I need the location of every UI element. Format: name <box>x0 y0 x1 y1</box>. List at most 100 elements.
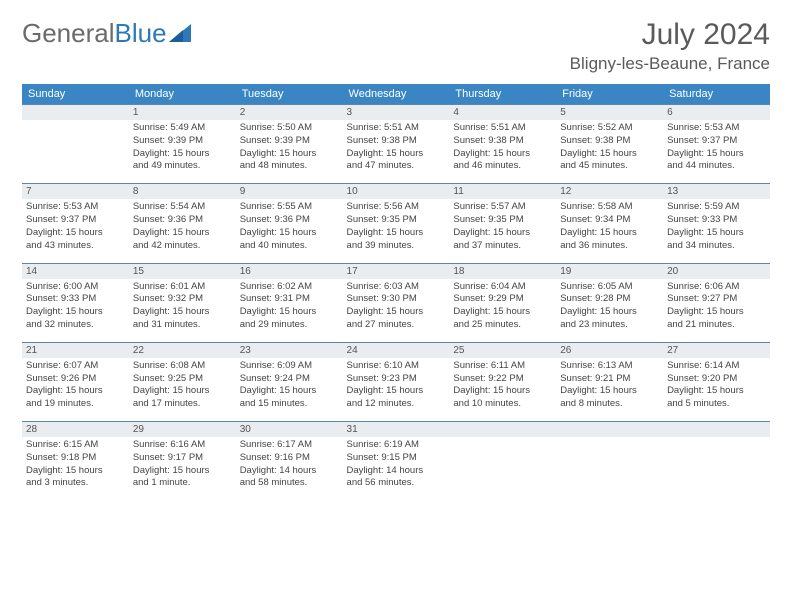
day-header: Monday <box>129 84 236 104</box>
detail-day1: Daylight: 15 hours <box>133 306 232 319</box>
day-cell: Sunrise: 6:05 AMSunset: 9:28 PMDaylight:… <box>556 279 663 342</box>
detail-sunset: Sunset: 9:31 PM <box>240 293 339 306</box>
detail-sunrise: Sunrise: 6:02 AM <box>240 281 339 294</box>
day-cell: Sunrise: 6:01 AMSunset: 9:32 PMDaylight:… <box>129 279 236 342</box>
detail-day2: and 36 minutes. <box>560 240 659 253</box>
detail-day1: Daylight: 15 hours <box>347 148 446 161</box>
detail-day2: and 40 minutes. <box>240 240 339 253</box>
detail-day2: and 32 minutes. <box>26 319 125 332</box>
detail-day2: and 43 minutes. <box>26 240 125 253</box>
detail-day1: Daylight: 15 hours <box>133 227 232 240</box>
detail-day1: Daylight: 15 hours <box>347 306 446 319</box>
day-number: 30 <box>236 421 343 437</box>
detail-sunset: Sunset: 9:24 PM <box>240 373 339 386</box>
detail-day1: Daylight: 15 hours <box>667 227 766 240</box>
day-number: 28 <box>22 421 129 437</box>
day-cell: Sunrise: 6:15 AMSunset: 9:18 PMDaylight:… <box>22 437 129 500</box>
day-cell: Sunrise: 5:51 AMSunset: 9:38 PMDaylight:… <box>343 120 450 183</box>
detail-day2: and 34 minutes. <box>667 240 766 253</box>
detail-day2: and 56 minutes. <box>347 477 446 490</box>
detail-day1: Daylight: 15 hours <box>133 465 232 478</box>
day-cell: Sunrise: 6:10 AMSunset: 9:23 PMDaylight:… <box>343 358 450 421</box>
detail-day1: Daylight: 15 hours <box>26 385 125 398</box>
detail-sunset: Sunset: 9:26 PM <box>26 373 125 386</box>
detail-sunset: Sunset: 9:20 PM <box>667 373 766 386</box>
detail-sunrise: Sunrise: 6:10 AM <box>347 360 446 373</box>
detail-sunset: Sunset: 9:21 PM <box>560 373 659 386</box>
detail-sunrise: Sunrise: 6:06 AM <box>667 281 766 294</box>
day-cell: Sunrise: 5:54 AMSunset: 9:36 PMDaylight:… <box>129 199 236 262</box>
detail-day2: and 44 minutes. <box>667 160 766 173</box>
day-cell: Sunrise: 6:03 AMSunset: 9:30 PMDaylight:… <box>343 279 450 342</box>
detail-day2: and 27 minutes. <box>347 319 446 332</box>
detail-day1: Daylight: 15 hours <box>453 227 552 240</box>
detail-day2: and 29 minutes. <box>240 319 339 332</box>
day-number-row: 78910111213 <box>22 183 770 199</box>
day-number: 18 <box>449 263 556 279</box>
detail-sunset: Sunset: 9:37 PM <box>667 135 766 148</box>
month-title: July 2024 <box>570 18 770 52</box>
detail-sunset: Sunset: 9:18 PM <box>26 452 125 465</box>
day-cell: Sunrise: 6:00 AMSunset: 9:33 PMDaylight:… <box>22 279 129 342</box>
day-cell: Sunrise: 5:59 AMSunset: 9:33 PMDaylight:… <box>663 199 770 262</box>
day-header: Saturday <box>663 84 770 104</box>
detail-day2: and 49 minutes. <box>133 160 232 173</box>
detail-sunrise: Sunrise: 5:51 AM <box>453 122 552 135</box>
detail-sunset: Sunset: 9:32 PM <box>133 293 232 306</box>
detail-sunset: Sunset: 9:34 PM <box>560 214 659 227</box>
day-cell: Sunrise: 5:52 AMSunset: 9:38 PMDaylight:… <box>556 120 663 183</box>
detail-sunset: Sunset: 9:30 PM <box>347 293 446 306</box>
day-cell: Sunrise: 5:53 AMSunset: 9:37 PMDaylight:… <box>663 120 770 183</box>
detail-day1: Daylight: 15 hours <box>560 385 659 398</box>
detail-day1: Daylight: 15 hours <box>667 148 766 161</box>
detail-sunrise: Sunrise: 5:59 AM <box>667 201 766 214</box>
detail-sunset: Sunset: 9:38 PM <box>453 135 552 148</box>
day-cell: Sunrise: 6:17 AMSunset: 9:16 PMDaylight:… <box>236 437 343 500</box>
detail-sunrise: Sunrise: 6:09 AM <box>240 360 339 373</box>
detail-day1: Daylight: 15 hours <box>133 148 232 161</box>
day-cell: Sunrise: 6:09 AMSunset: 9:24 PMDaylight:… <box>236 358 343 421</box>
day-content-row: Sunrise: 6:15 AMSunset: 9:18 PMDaylight:… <box>22 437 770 500</box>
day-content-row: Sunrise: 6:07 AMSunset: 9:26 PMDaylight:… <box>22 358 770 421</box>
day-number-row: 21222324252627 <box>22 342 770 358</box>
detail-day1: Daylight: 15 hours <box>133 385 232 398</box>
detail-sunset: Sunset: 9:16 PM <box>240 452 339 465</box>
detail-day1: Daylight: 15 hours <box>26 227 125 240</box>
location-text: Bligny-les-Beaune, France <box>570 54 770 74</box>
detail-day2: and 5 minutes. <box>667 398 766 411</box>
day-cell: Sunrise: 5:57 AMSunset: 9:35 PMDaylight:… <box>449 199 556 262</box>
logo: GeneralBlue <box>22 18 191 49</box>
day-number: 21 <box>22 342 129 358</box>
detail-sunrise: Sunrise: 6:16 AM <box>133 439 232 452</box>
detail-day2: and 15 minutes. <box>240 398 339 411</box>
day-number: 6 <box>663 104 770 120</box>
day-number-row: 28293031 <box>22 421 770 437</box>
detail-day1: Daylight: 15 hours <box>453 385 552 398</box>
detail-sunset: Sunset: 9:27 PM <box>667 293 766 306</box>
detail-day1: Daylight: 15 hours <box>240 306 339 319</box>
day-cell: Sunrise: 6:16 AMSunset: 9:17 PMDaylight:… <box>129 437 236 500</box>
detail-sunrise: Sunrise: 5:51 AM <box>347 122 446 135</box>
day-number: 4 <box>449 104 556 120</box>
detail-sunrise: Sunrise: 5:52 AM <box>560 122 659 135</box>
day-cell: Sunrise: 5:51 AMSunset: 9:38 PMDaylight:… <box>449 120 556 183</box>
detail-sunset: Sunset: 9:38 PM <box>347 135 446 148</box>
day-number <box>556 421 663 437</box>
day-number: 5 <box>556 104 663 120</box>
detail-sunrise: Sunrise: 6:03 AM <box>347 281 446 294</box>
day-number: 11 <box>449 183 556 199</box>
detail-day1: Daylight: 15 hours <box>560 306 659 319</box>
detail-sunrise: Sunrise: 5:56 AM <box>347 201 446 214</box>
logo-text-2: Blue <box>115 18 167 49</box>
day-content-row: Sunrise: 5:49 AMSunset: 9:39 PMDaylight:… <box>22 120 770 183</box>
detail-day1: Daylight: 15 hours <box>240 227 339 240</box>
detail-sunset: Sunset: 9:35 PM <box>453 214 552 227</box>
day-cell: Sunrise: 6:19 AMSunset: 9:15 PMDaylight:… <box>343 437 450 500</box>
detail-sunrise: Sunrise: 5:50 AM <box>240 122 339 135</box>
detail-sunrise: Sunrise: 6:07 AM <box>26 360 125 373</box>
detail-day1: Daylight: 15 hours <box>453 148 552 161</box>
day-number: 17 <box>343 263 450 279</box>
day-content-row: Sunrise: 6:00 AMSunset: 9:33 PMDaylight:… <box>22 279 770 342</box>
detail-sunrise: Sunrise: 6:17 AM <box>240 439 339 452</box>
detail-day2: and 1 minute. <box>133 477 232 490</box>
